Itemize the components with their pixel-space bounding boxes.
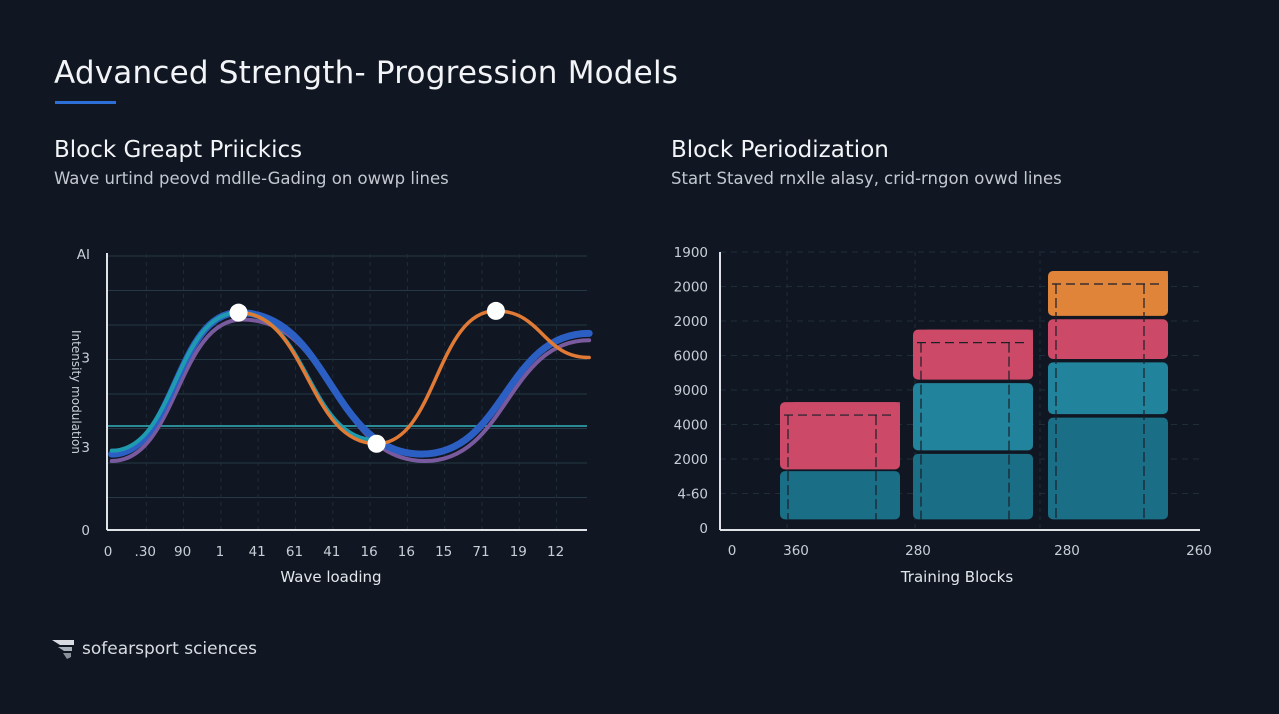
x-tick-label: 71 bbox=[472, 544, 489, 560]
bar-segment bbox=[780, 402, 900, 470]
y-tick-label: 4000 bbox=[674, 418, 708, 434]
bar-stack bbox=[780, 402, 900, 520]
y-tick-label: 1900 bbox=[674, 245, 708, 261]
x-axis-label: Training Blocks bbox=[900, 568, 1014, 586]
y-tick-label: 3 bbox=[81, 440, 90, 456]
y-tick-label: 2000 bbox=[674, 314, 708, 330]
y-tick-label: AI bbox=[77, 247, 90, 263]
data-point-marker bbox=[367, 434, 386, 453]
x-axis-label: Wave loading bbox=[280, 568, 381, 586]
y-tick-label: 9000 bbox=[674, 383, 708, 399]
data-point-marker bbox=[229, 303, 248, 322]
stacked-chevron-logo-icon bbox=[52, 640, 74, 659]
x-tick-label: 1 bbox=[216, 544, 225, 560]
y-tick-label: 6000 bbox=[674, 349, 708, 365]
y-tick-label: 2000 bbox=[674, 452, 708, 468]
bar-segment bbox=[1048, 417, 1168, 520]
x-tick-label: 0 bbox=[728, 543, 737, 559]
x-tick-label: 16 bbox=[398, 544, 415, 560]
right-panel-subheading: Start Staved rnxlle alasy, crid-rngon ov… bbox=[671, 169, 1062, 188]
title-underline bbox=[55, 101, 116, 104]
x-tick-label: 15 bbox=[435, 544, 452, 560]
left-panel-heading: Block Greapt Priickics bbox=[54, 137, 303, 163]
y-tick-label: 2000 bbox=[674, 280, 708, 296]
x-tick-label: 19 bbox=[510, 544, 527, 560]
bar-segment bbox=[1048, 319, 1168, 359]
bar-top-bevel bbox=[780, 402, 900, 415]
bar-stack bbox=[1048, 270, 1168, 520]
bar-stack bbox=[913, 329, 1033, 520]
bar-segment bbox=[780, 471, 900, 520]
series-line bbox=[236, 309, 591, 446]
bar-segment bbox=[913, 383, 1033, 451]
x-tick-label: 16 bbox=[361, 544, 378, 560]
bar-top-bevel bbox=[1048, 270, 1168, 283]
y-axis-label: Intensity modulation bbox=[69, 330, 83, 454]
y-tick-label: 3 bbox=[81, 351, 90, 367]
data-point-marker bbox=[486, 301, 505, 320]
x-tick-label: 61 bbox=[286, 544, 303, 560]
y-tick-label: 0 bbox=[699, 521, 708, 537]
y-tick-label: 4-60 bbox=[677, 487, 708, 503]
footer-brand: sofearsport sciences bbox=[52, 638, 257, 660]
y-tick-label: 0 bbox=[81, 523, 90, 539]
x-tick-label: .30 bbox=[135, 544, 156, 560]
left-panel-subheading: Wave urtind peovd mdlle-Gading on owwp l… bbox=[54, 169, 449, 188]
x-tick-label: 12 bbox=[547, 544, 564, 560]
x-tick-label: 90 bbox=[174, 544, 191, 560]
brand-name: sofearsport sciences bbox=[82, 639, 258, 659]
x-tick-label: 41 bbox=[323, 544, 340, 560]
page-title: Advanced Strength- Progression Models bbox=[54, 55, 679, 91]
x-tick-label: 280 bbox=[1054, 543, 1080, 559]
bar-top-bevel bbox=[913, 329, 1033, 342]
x-tick-label: 260 bbox=[1186, 543, 1212, 559]
right-panel-heading: Block Periodization bbox=[671, 137, 889, 163]
bar-segment bbox=[1048, 362, 1168, 415]
x-tick-label: 0 bbox=[104, 544, 113, 560]
x-tick-label: 41 bbox=[249, 544, 266, 560]
x-tick-label: 360 bbox=[783, 543, 809, 559]
x-tick-label: 280 bbox=[905, 543, 931, 559]
bar-segment bbox=[913, 453, 1033, 520]
